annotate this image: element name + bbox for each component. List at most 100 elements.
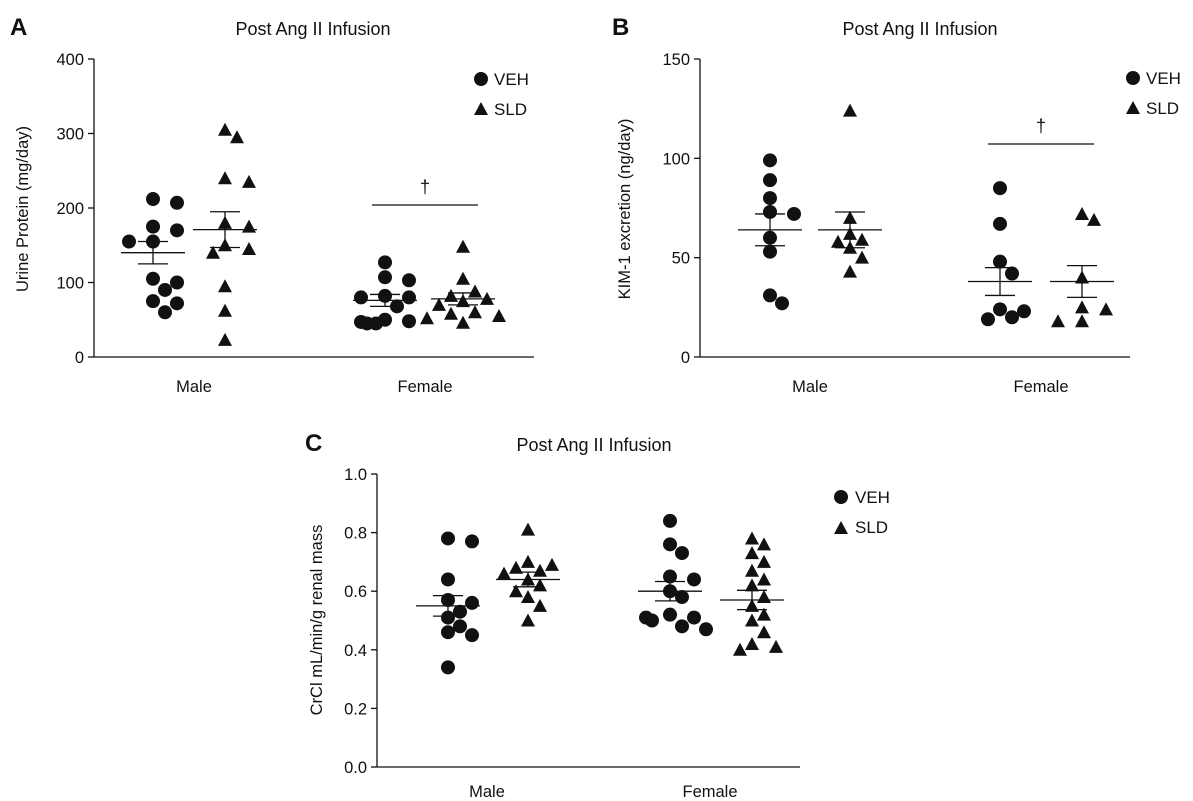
legend-circle-marker [834,490,848,504]
panel-title: Post Ang II Infusion [842,19,997,39]
data-point-veh [369,316,383,331]
legend: VEH SLD [1126,69,1181,118]
data-point-sld [242,219,256,233]
data-point-sld [757,572,771,586]
data-point-veh [170,296,184,311]
x-tick-label: Male [792,378,828,396]
data-point-veh [675,546,689,561]
y-tick-label: 0.8 [344,525,367,543]
data-point-sld [206,245,220,259]
data-point-sld [843,103,857,117]
y-tick-label: 1.0 [344,466,367,484]
legend-triangle-marker [1126,101,1140,114]
data-point-sld [497,566,511,580]
data-point-veh [699,622,713,637]
data-point-veh [402,273,416,288]
legend-label: VEH [1146,69,1181,88]
x-tick-label: Female [1013,378,1068,396]
data-point-sld [745,636,759,650]
data-point-veh [663,569,677,584]
data-point-sld [1075,206,1089,220]
data-point-sld [444,306,458,320]
y-tick-label: 0.6 [344,583,367,601]
legend-label: SLD [855,518,888,537]
data-point-veh [663,513,677,528]
plot-area [738,103,1114,328]
data-point-sld [733,642,747,656]
data-point-veh [453,619,467,634]
data-point-veh [1005,266,1019,281]
data-point-veh [993,254,1007,269]
data-point-veh [170,195,184,210]
y-tick-label: 0.2 [344,700,367,718]
data-point-sld [769,639,783,653]
data-point-veh [378,255,392,270]
x-tick-label: Female [397,378,452,396]
data-point-sld [533,598,547,612]
data-point-veh [453,604,467,619]
data-point-sld [420,311,434,325]
data-point-sld [521,522,535,536]
data-point-sld [1075,300,1089,314]
y-axis-label: Urine Protein (mg/day) [14,126,32,292]
legend-circle-marker [1126,71,1140,85]
legend-label: SLD [1146,99,1179,118]
data-point-veh [775,296,789,311]
data-point-sld [831,234,845,248]
data-point-sld [242,241,256,255]
data-point-sld [521,613,535,627]
data-point-sld [218,303,232,317]
y-axis-label: KIM-1 excretion (ng/day) [616,119,634,300]
data-point-veh [465,628,479,643]
data-point-sld [757,590,771,604]
data-point-veh [122,234,136,249]
data-point-veh [170,275,184,290]
data-point-veh [441,531,455,546]
data-point-veh [663,537,677,552]
data-point-veh [763,173,777,188]
legend-triangle-marker [834,521,848,534]
data-point-veh [354,290,368,305]
x-tick-label: Male [469,783,505,801]
data-point-veh [675,590,689,605]
data-point-veh [687,610,701,625]
y-tick-label: 100 [662,150,690,168]
data-point-sld [745,563,759,577]
data-point-veh [645,613,659,628]
data-point-veh [687,572,701,587]
data-point-veh [993,302,1007,317]
panel-label: C [305,430,322,457]
legend-label: VEH [855,488,890,507]
data-point-veh [763,191,777,206]
panel-title: Post Ang II Infusion [516,435,671,455]
x-tick-label: Male [176,378,212,396]
data-point-sld [468,284,482,298]
data-point-sld [855,232,869,246]
data-point-veh [146,219,160,234]
y-axis-ticks: 0 50 100 150 [662,51,700,367]
data-point-veh [993,181,1007,196]
data-point-veh [158,282,172,297]
legend: VEH SLD [474,70,529,119]
data-point-veh [402,290,416,305]
panel-label: A [10,14,27,41]
data-point-sld [745,613,759,627]
data-point-sld [509,560,523,574]
significance-marker: † [372,177,478,206]
data-point-veh [1017,304,1031,319]
data-point-sld [456,239,470,253]
data-point-sld [444,288,458,302]
data-point-sld [757,537,771,551]
y-tick-label: 0 [681,349,690,367]
data-point-sld [533,563,547,577]
data-point-veh [675,619,689,634]
data-point-veh [378,270,392,285]
data-point-veh [465,534,479,549]
data-point-sld [843,264,857,278]
legend-triangle-marker [474,102,488,115]
y-axis-ticks: 0 100 200 300 400 [56,51,94,367]
data-point-veh [465,595,479,610]
data-point-sld [745,578,759,592]
significance-dagger: † [1036,116,1046,136]
data-point-sld [1075,314,1089,328]
